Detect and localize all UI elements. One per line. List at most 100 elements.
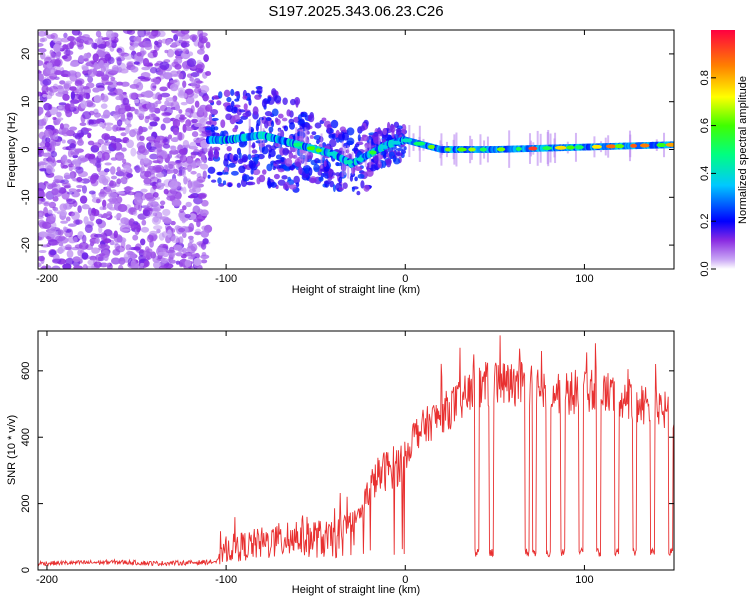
spectrogram-cell — [256, 176, 261, 185]
spectrogram-cell — [46, 147, 52, 151]
spectrogram-cell — [172, 128, 179, 136]
spectrogram-cell — [106, 202, 113, 210]
spectrogram-cell — [38, 212, 43, 218]
spectrogram-cell — [41, 84, 49, 94]
spectrogram-cell — [66, 191, 75, 195]
spectrogram-cell — [93, 62, 99, 71]
spectrogram-cell — [157, 182, 163, 186]
spectrogram-cell — [243, 103, 248, 111]
spectrogram-cell — [98, 174, 107, 184]
spectrogram-cell — [54, 210, 63, 214]
spectrogram-cell — [178, 148, 187, 156]
spectrogram-cell — [271, 108, 279, 117]
spectrogram-cell — [308, 167, 313, 176]
spectrogram-cell — [110, 166, 116, 175]
spectrogram-cell — [211, 117, 219, 121]
spectrogram-cell — [98, 225, 103, 234]
spectrogram-cell — [162, 72, 173, 80]
spectrogram-cell — [104, 162, 112, 166]
spectrogram-cell — [227, 182, 233, 188]
spectrogram-cell — [354, 166, 363, 172]
spectrogram-cell — [77, 205, 82, 213]
spectrogram-cell — [193, 87, 202, 94]
spectrogram-cell — [413, 141, 426, 146]
spectrogram-cell — [115, 126, 123, 132]
spectrogram-cell — [275, 154, 282, 160]
spectrogram-cell — [61, 139, 66, 144]
spectrogram-cell — [208, 99, 214, 104]
snr-y-tick-label: 200 — [20, 494, 32, 512]
spectrogram-cell — [281, 117, 288, 122]
spectrogram-cell — [278, 113, 284, 119]
spectrogram-cell — [82, 111, 92, 120]
spectrogram-cell — [183, 176, 188, 185]
spectrogram-cell — [152, 93, 158, 100]
spectrogram-cell — [105, 125, 113, 132]
spectrogram-cell — [46, 236, 52, 240]
spectrogram-cell — [132, 128, 139, 134]
spectrogram-cell — [178, 131, 183, 141]
spectrogram-cell — [100, 94, 109, 103]
spectrogram-cell — [120, 147, 127, 152]
spectrogram-cell — [360, 125, 366, 132]
spectrogram-cell — [59, 80, 66, 85]
spectrogram-cell — [261, 98, 267, 108]
spectrogram-cell — [155, 172, 164, 178]
spectrogram-cell — [267, 180, 272, 189]
spectrogram-cell — [295, 182, 300, 188]
spectrogram-cell — [356, 157, 364, 162]
spectrogram-cell — [175, 260, 181, 265]
spectrogram-y-tick-label: 0 — [20, 146, 32, 152]
spectrogram-cell — [114, 215, 122, 219]
spectrogram-cell — [193, 231, 202, 236]
spectrogram-cell — [98, 243, 106, 249]
spectrogram-cell — [146, 31, 156, 36]
spectrogram-cell — [104, 53, 112, 62]
spectrogram-cell — [122, 158, 127, 164]
spectrogram-cell — [57, 229, 64, 236]
spectrogram-cell — [160, 92, 171, 98]
spectrogram-cell — [182, 186, 187, 195]
spectrogram-cell — [200, 230, 210, 238]
spectrogram-cell — [270, 120, 275, 128]
spectrogram-cell — [162, 143, 171, 149]
spectrogram-cell — [293, 142, 303, 147]
spectrogram-cell — [116, 235, 123, 243]
spectrogram-cell — [38, 30, 47, 37]
spectrogram-cell — [175, 191, 182, 200]
spectrogram-cell — [270, 181, 277, 188]
spectrogram-cell — [195, 68, 204, 73]
spectrogram-cell — [46, 62, 53, 69]
spectrogram-cell — [160, 257, 169, 264]
spectrogram-cell — [175, 50, 180, 56]
spectrogram-cell — [208, 149, 214, 159]
spectrogram-cell — [401, 124, 407, 132]
spectrogram-cell — [318, 176, 324, 182]
spectrogram-cell — [395, 147, 404, 151]
spectrogram-cell — [187, 242, 193, 249]
spectrogram-cell — [575, 145, 584, 150]
spectrogram-cell — [185, 119, 192, 128]
spectrogram-cell — [179, 208, 185, 214]
spectrogram-cell — [113, 142, 123, 151]
spectrogram-cell — [77, 31, 83, 37]
spectrogram-cell — [180, 30, 190, 35]
spectrogram-cell — [205, 127, 214, 131]
spectrogram-cell — [53, 70, 63, 76]
spectrogram-cell — [86, 40, 95, 45]
spectrogram-cell — [346, 127, 355, 136]
spectrogram-cell — [328, 172, 332, 179]
spectrogram-cell — [142, 40, 152, 48]
spectrogram-y-tick-label: -10 — [20, 189, 32, 205]
spectrogram-cell — [69, 61, 80, 67]
spectrogram-cell — [133, 246, 141, 251]
colorbar-tick-label: 0.2 — [699, 214, 711, 229]
spectrogram-cell — [79, 90, 86, 96]
spectrogram-cell — [124, 125, 130, 135]
spectrogram-cell — [185, 144, 191, 148]
spectrogram-cell — [196, 48, 205, 55]
spectrogram-cell — [82, 263, 88, 269]
spectrogram-cell — [605, 144, 617, 149]
spectrogram-cell — [323, 160, 327, 167]
spectrogram-cell — [188, 213, 197, 220]
